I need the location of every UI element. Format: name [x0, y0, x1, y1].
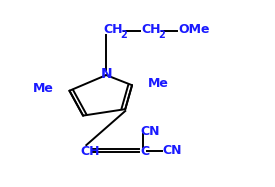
Text: Me: Me — [33, 82, 54, 95]
Text: Me: Me — [147, 77, 168, 90]
Text: C: C — [140, 145, 149, 158]
Text: N: N — [100, 67, 112, 81]
Text: 2: 2 — [158, 30, 165, 40]
Text: 2: 2 — [120, 30, 127, 40]
Text: CH: CH — [103, 23, 123, 36]
Text: CN: CN — [163, 145, 182, 157]
Text: CN: CN — [140, 125, 160, 138]
Text: CH: CH — [80, 145, 100, 158]
Text: CH: CH — [142, 23, 161, 36]
Text: OMe: OMe — [178, 23, 210, 36]
